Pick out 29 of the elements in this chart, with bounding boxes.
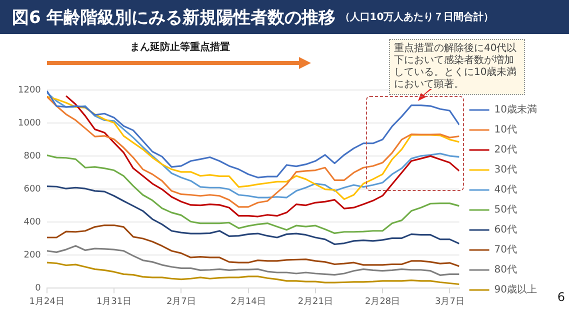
text: まん延防止等重点措置 xyxy=(129,40,231,54)
legend-label: 10歳未満 xyxy=(494,104,538,116)
x-tick-label: 1月24日 xyxy=(29,296,64,307)
y-tick-label: 600 xyxy=(24,184,42,194)
x-tick-label: 1月31日 xyxy=(96,296,132,307)
legend-label: 40代 xyxy=(494,184,518,196)
legend-label: 10代 xyxy=(494,124,518,136)
x-tick-label: 3月7日 xyxy=(434,296,464,307)
x-tick-label: 2月21日 xyxy=(298,296,334,307)
legend-label: 30代 xyxy=(494,164,518,176)
text: 6 xyxy=(557,290,565,304)
legend-label: 70代 xyxy=(494,244,518,256)
y-tick-label: 1000 xyxy=(18,118,42,128)
legend-label: 90歳以上 xyxy=(494,284,538,296)
x-tick-label: 2月7日 xyxy=(166,296,196,307)
legend-label: 50代 xyxy=(494,204,518,216)
y-tick-label: 1200 xyxy=(18,85,42,96)
y-tick-label: 800 xyxy=(24,151,42,162)
legend-label: 20代 xyxy=(494,144,518,156)
y-tick-label: 200 xyxy=(24,250,42,261)
legend-label: 80代 xyxy=(494,264,518,276)
chart-subtitle: （人口10万人あたり７日間合計） xyxy=(340,10,494,24)
legend-label: 60代 xyxy=(494,224,518,236)
y-tick-label: 400 xyxy=(24,217,42,228)
note-box: 重点措置の解除後に40代以下において感染者数が増加している。とくに10歳未満において顕著。 xyxy=(389,39,525,95)
chart-title: 図6 年齢階級別にみる新規陽性者数の推移 xyxy=(12,6,336,28)
x-tick-label: 2月14日 xyxy=(230,296,266,307)
y-tick-label: 0 xyxy=(35,284,42,294)
x-tick-label: 2月28日 xyxy=(364,296,400,307)
